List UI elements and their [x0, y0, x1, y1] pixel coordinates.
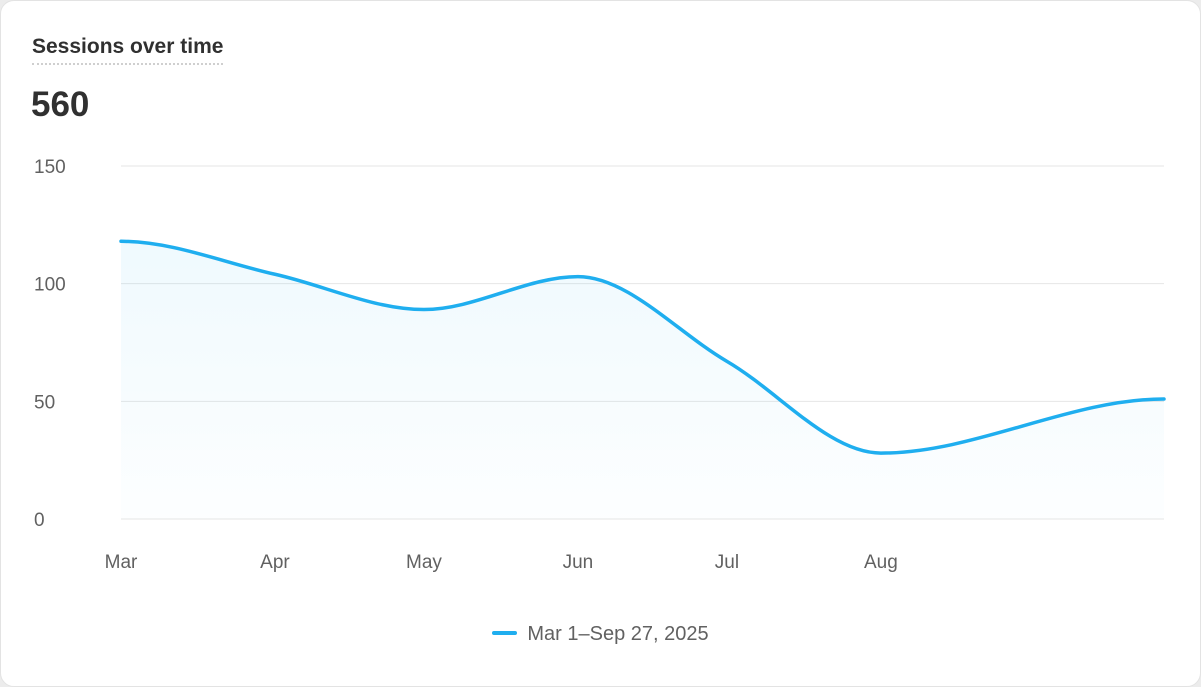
y-axis-labels: 0 50 100 150 — [34, 157, 66, 531]
x-axis-labels: Mar Apr May Jun Jul Aug — [105, 552, 898, 573]
series-line[interactable] — [119, 239, 1166, 455]
x-tick-label: Apr — [260, 552, 290, 573]
x-tick-label: Jun — [563, 552, 594, 573]
x-tick-label: Mar — [105, 552, 138, 573]
series-area — [121, 241, 1164, 519]
x-tick-label: Jul — [715, 552, 739, 573]
legend-label: Mar 1–Sep 27, 2025 — [527, 623, 709, 645]
total-value: 560 — [31, 85, 90, 124]
series-layer — [119, 239, 1166, 519]
y-tick-label: 50 — [34, 392, 55, 413]
legend[interactable]: Mar 1–Sep 27, 2025 — [1, 622, 1200, 646]
y-tick-label: 0 — [34, 510, 45, 531]
x-tick-label: Aug — [864, 552, 898, 573]
chart-title[interactable]: Sessions over time — [32, 35, 224, 65]
x-tick-label: May — [406, 552, 442, 573]
y-tick-label: 100 — [34, 275, 66, 296]
y-tick-label: 150 — [34, 157, 66, 178]
legend-swatch — [492, 630, 518, 635]
